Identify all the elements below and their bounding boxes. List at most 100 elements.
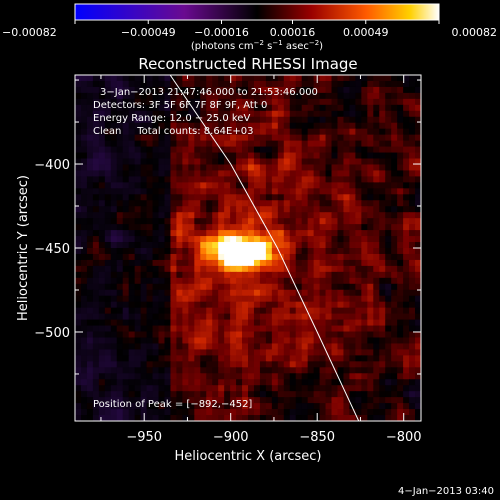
heatmap-cell <box>134 206 142 213</box>
heatmap-cell <box>104 86 112 94</box>
heatmap-cell <box>104 206 112 213</box>
heatmap-cell <box>206 319 213 327</box>
heatmap-cell <box>379 122 386 130</box>
heatmap-cell <box>188 242 195 249</box>
heatmap-cell <box>403 248 410 255</box>
heatmap-cell <box>248 242 255 249</box>
heatmap-cell <box>164 236 172 243</box>
heatmap-cell <box>403 415 410 421</box>
heatmap-cell <box>343 170 351 178</box>
heatmap-cell <box>116 259 124 267</box>
heatmap-cell <box>415 134 421 142</box>
heatmap-cell <box>271 80 279 88</box>
heatmap-cell <box>415 224 421 231</box>
heatmap-cell <box>259 295 267 303</box>
heatmap-cell <box>367 140 374 148</box>
heatmap-cell <box>277 319 285 327</box>
heatmap-cell <box>176 218 183 225</box>
heatmap-cell <box>170 236 178 243</box>
heatmap-cell <box>349 283 356 291</box>
heatmap-cell <box>158 212 166 219</box>
heatmap-cell <box>134 397 142 404</box>
heatmap-cell <box>253 104 261 112</box>
heatmap-cell <box>391 110 398 118</box>
heatmap-cell <box>236 86 243 94</box>
heatmap-cell <box>158 176 166 183</box>
heatmap-cell <box>194 337 201 345</box>
heatmap-cell <box>122 218 130 225</box>
heatmap-cell <box>397 271 404 279</box>
heatmap-cell <box>403 319 410 327</box>
heatmap-cell <box>158 80 166 88</box>
heatmap-cell <box>361 86 368 94</box>
heatmap-cell <box>116 164 124 172</box>
heatmap-cell <box>349 224 356 231</box>
heatmap-cell <box>349 140 356 148</box>
heatmap-cell <box>253 182 261 189</box>
heatmap-cell <box>110 212 118 219</box>
heatmap-cell <box>289 110 297 118</box>
heatmap-cell <box>98 194 106 201</box>
heatmap-cell <box>92 367 100 374</box>
heatmap-cell <box>391 134 398 142</box>
heatmap-cell <box>253 86 261 94</box>
heatmap-cell <box>164 164 172 172</box>
heatmap-cell <box>253 301 261 309</box>
heatmap-cell <box>128 188 136 195</box>
heatmap-cell <box>194 331 201 339</box>
heatmap-cell <box>92 248 100 255</box>
heatmap-cell <box>98 212 106 219</box>
heatmap-cell <box>307 295 315 303</box>
heatmap-cell <box>224 307 231 315</box>
heatmap-cell <box>218 379 225 386</box>
heatmap-cell <box>325 253 333 261</box>
heatmap-cell <box>212 134 219 142</box>
heatmap-cell <box>122 206 130 213</box>
heatmap-cell <box>277 349 285 356</box>
heatmap-cell <box>301 259 309 267</box>
heatmap-cell <box>92 409 100 416</box>
heatmap-cell <box>212 349 219 356</box>
heatmap-cell <box>313 373 321 380</box>
heatmap-cell <box>295 265 303 273</box>
heatmap-cell <box>182 170 189 178</box>
heatmap-cell <box>230 391 237 398</box>
heatmap-cell <box>146 176 154 183</box>
heatmap-cell <box>212 325 219 333</box>
heatmap-cell <box>194 265 201 273</box>
heatmap-cell <box>92 253 100 261</box>
heatmap-cell <box>92 415 100 421</box>
heatmap-cell <box>307 242 315 249</box>
heatmap-cell <box>379 343 386 351</box>
heatmap-cell <box>140 230 148 237</box>
heatmap-cell <box>80 265 88 273</box>
heatmap-cell <box>277 236 285 243</box>
heatmap-cell <box>182 373 189 380</box>
heatmap-cell <box>86 80 94 88</box>
heatmap-cell <box>349 122 356 130</box>
heatmap-cell <box>271 230 279 237</box>
heatmap-cell <box>361 367 368 374</box>
heatmap-cell <box>349 236 356 243</box>
heatmap-cell <box>373 104 380 112</box>
heatmap-cell <box>122 307 130 315</box>
heatmap-cell <box>337 176 345 183</box>
heatmap-cell <box>134 170 142 178</box>
heatmap-cell <box>194 367 201 374</box>
heatmap-cell <box>75 128 82 136</box>
heatmap-cell <box>176 289 183 297</box>
heatmap-cell <box>259 289 267 297</box>
heatmap-cell <box>152 331 160 339</box>
heatmap-cell <box>283 415 291 421</box>
heatmap-cell <box>361 277 368 285</box>
heatmap-cell <box>158 265 166 273</box>
heatmap-cell <box>319 265 327 273</box>
heatmap-cell <box>176 301 183 309</box>
heatmap-cell <box>337 277 345 285</box>
heatmap-cell <box>80 259 88 267</box>
heatmap-cell <box>122 128 130 136</box>
heatmap-cell <box>403 98 410 106</box>
heatmap-cell <box>224 355 231 362</box>
heatmap-cell <box>182 122 189 130</box>
heatmap-cell <box>355 259 362 267</box>
